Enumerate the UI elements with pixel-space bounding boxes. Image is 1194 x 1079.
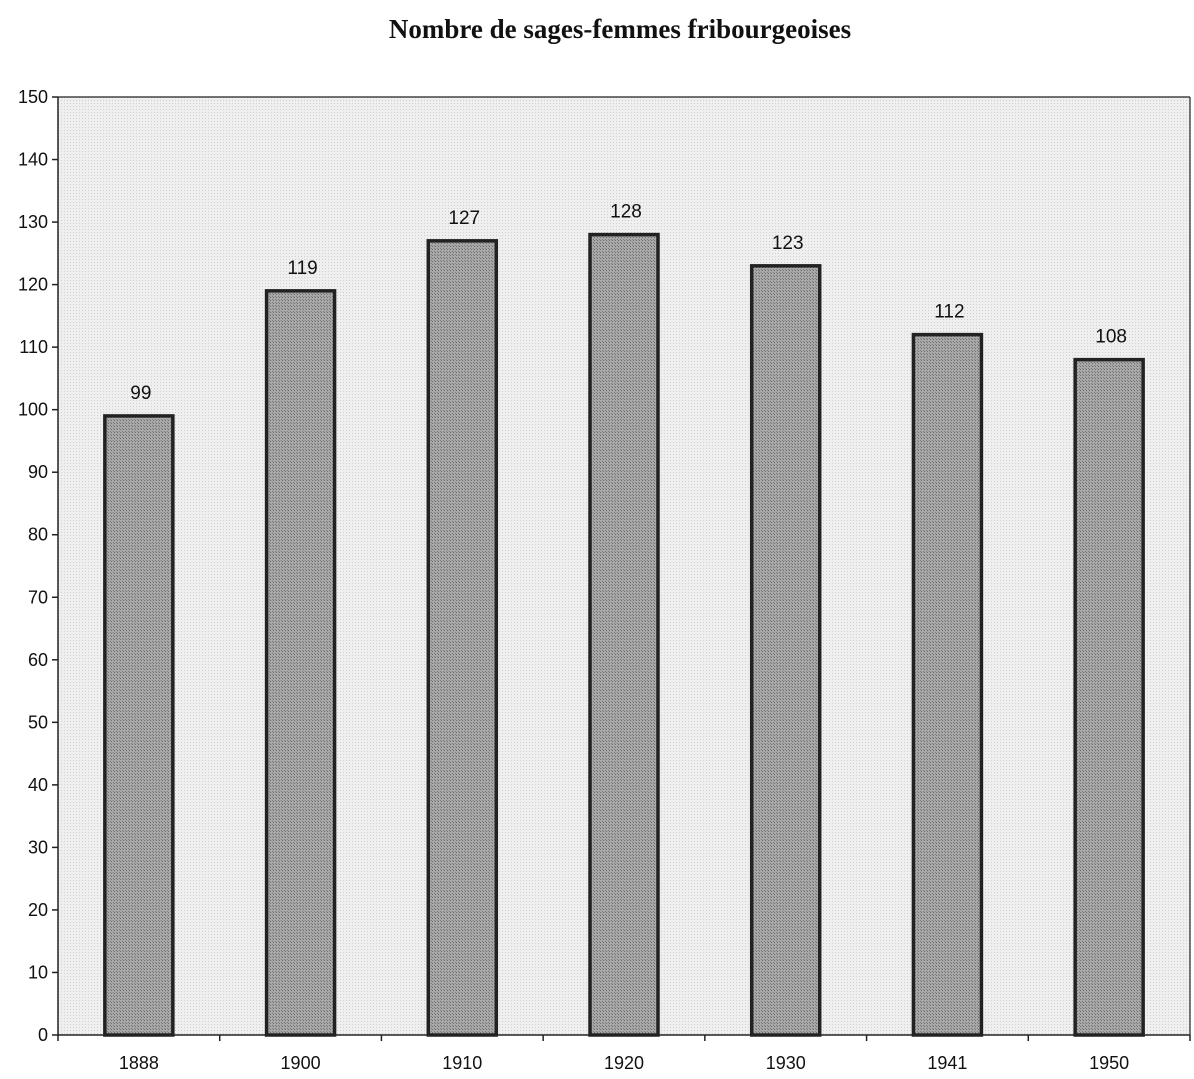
y-tick-label: 30 <box>28 837 48 857</box>
y-tick-label: 150 <box>18 87 48 107</box>
x-tick-label-1920: 1920 <box>604 1053 644 1073</box>
y-tick-label: 130 <box>18 212 48 232</box>
bar-1910 <box>426 239 499 1037</box>
data-label-1910: 127 <box>448 208 480 229</box>
y-tick-label: 60 <box>28 650 48 670</box>
data-label-1930: 123 <box>772 233 804 254</box>
y-tick-label: 90 <box>28 462 48 482</box>
y-tick-label: 80 <box>28 525 48 545</box>
y-tick-label: 100 <box>18 400 48 420</box>
y-tick-label: 10 <box>28 962 48 982</box>
data-label-1920: 128 <box>610 202 642 223</box>
data-label-1888: 99 <box>130 383 151 404</box>
bar-1950 <box>1073 357 1145 1037</box>
x-tick-label-1941: 1941 <box>927 1053 967 1073</box>
data-label-1900: 119 <box>287 258 317 279</box>
y-tick-label: 20 <box>28 900 48 920</box>
data-label-1950: 108 <box>1095 327 1127 348</box>
y-tick-label: 120 <box>18 275 48 295</box>
data-labels: 99 119 127 128 123 112 108 <box>130 202 1127 404</box>
bar-1941 <box>911 332 984 1037</box>
bar-1900 <box>264 289 337 1037</box>
chart-title: Nombre de sages-femmes fribourgeoises <box>388 14 852 44</box>
bar-1920 <box>588 232 660 1037</box>
y-tick-label: 40 <box>28 775 48 795</box>
y-tick-label: 50 <box>28 712 48 732</box>
x-tick-label-1910: 1910 <box>442 1053 482 1073</box>
bar-1888 <box>103 414 175 1037</box>
x-tick-label-1900: 1900 <box>281 1053 321 1073</box>
x-axis: 1888 1900 1910 1920 1930 1941 1950 <box>57 1034 1191 1073</box>
x-tick-label-1950: 1950 <box>1089 1053 1129 1073</box>
y-tick-label: 0 <box>38 1025 48 1045</box>
y-tick-label: 110 <box>19 337 48 357</box>
data-label-1941: 112 <box>934 302 964 323</box>
bars <box>103 232 1145 1037</box>
x-tick-label-1888: 1888 <box>119 1053 159 1073</box>
y-tick-label: 70 <box>28 587 48 607</box>
x-tick-label-1930: 1930 <box>766 1053 806 1073</box>
bar-1930 <box>749 264 822 1037</box>
y-tick-label: 140 <box>18 150 48 170</box>
y-axis: 0 10 20 30 40 50 60 70 80 90 100 110 120 130 140 150 <box>18 87 1191 1045</box>
